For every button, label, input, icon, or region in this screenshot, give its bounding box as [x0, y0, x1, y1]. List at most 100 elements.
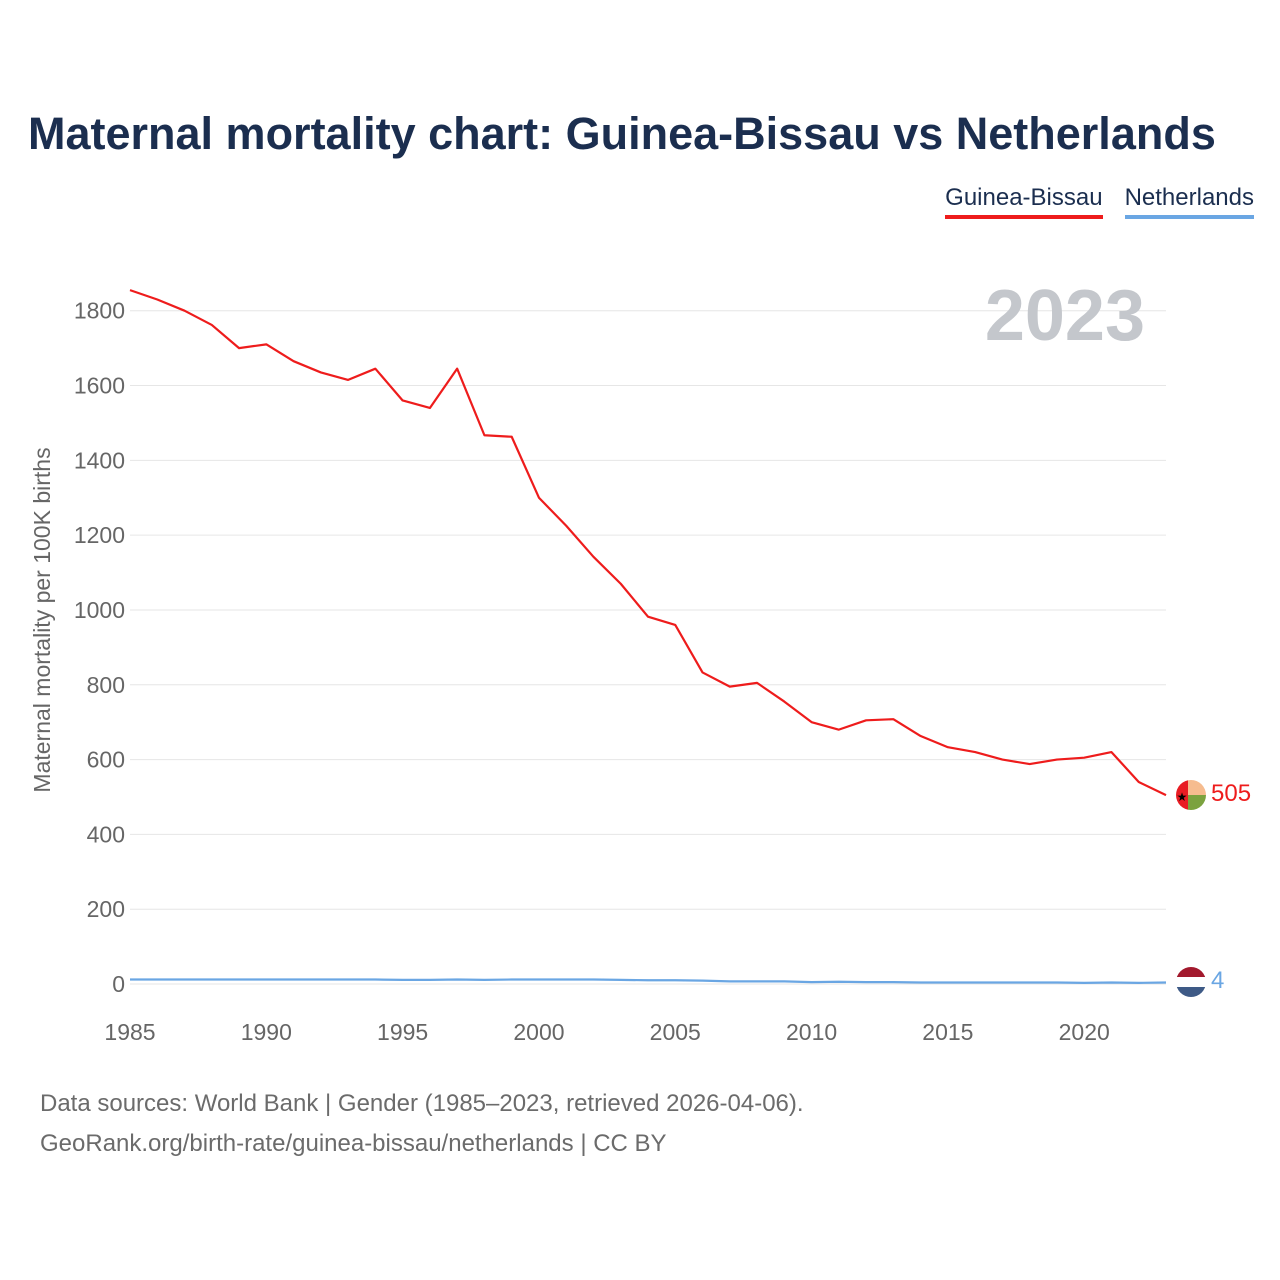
- series-line-guinea-bissau[interactable]: [129, 289, 1167, 797]
- data-point: [483, 434, 485, 436]
- data-point: [401, 979, 403, 981]
- data-point: [538, 978, 540, 980]
- data-point: [838, 981, 840, 983]
- source-url-text: GeoRank.org/birth-rate/guinea-bissau/net…: [40, 1130, 667, 1157]
- data-point: [401, 399, 403, 401]
- data-point: [729, 685, 731, 687]
- data-point: [183, 310, 185, 312]
- data-point: [674, 979, 676, 981]
- y-tick-label: 1400: [74, 447, 125, 473]
- data-point: [947, 746, 949, 748]
- y-tick-label: 200: [87, 896, 125, 922]
- data-point: [565, 525, 567, 527]
- line-chart: 2023 Maternal mortality per 100K births …: [29, 276, 1251, 1045]
- data-point: [1083, 756, 1085, 758]
- data-point: [211, 324, 213, 326]
- data-point: [620, 583, 622, 585]
- data-point: [156, 978, 158, 980]
- x-tick-label: 1995: [377, 1019, 428, 1045]
- data-point: [974, 751, 976, 753]
- data-point: [510, 978, 512, 980]
- data-point: [919, 981, 921, 983]
- data-point: [865, 719, 867, 721]
- data-sources-text: Data sources: World Bank | Gender (1985–…: [40, 1090, 804, 1117]
- chart-title: Maternal mortality chart: Guinea-Bissau …: [28, 108, 1216, 159]
- data-point: [729, 980, 731, 982]
- data-point: [1001, 758, 1003, 760]
- x-tick-label: 2015: [922, 1019, 973, 1045]
- y-tick-label: 800: [87, 672, 125, 698]
- data-point: [592, 556, 594, 558]
- y-tick-label: 1600: [74, 373, 125, 399]
- data-point: [265, 978, 267, 980]
- data-point: [1110, 751, 1112, 753]
- data-point: [238, 978, 240, 980]
- data-point: [647, 979, 649, 981]
- data-point: [456, 367, 458, 369]
- data-point: [1110, 981, 1112, 983]
- data-point: [320, 371, 322, 373]
- x-tick-label: 2005: [650, 1019, 701, 1045]
- data-point: [292, 360, 294, 362]
- data-point: [429, 407, 431, 409]
- data-point: [756, 682, 758, 684]
- svg-text:★: ★: [1177, 790, 1188, 804]
- data-point: [347, 379, 349, 381]
- data-point: [647, 615, 649, 617]
- x-tick-label: 1990: [241, 1019, 292, 1045]
- data-point: [892, 981, 894, 983]
- data-point: [1001, 981, 1003, 983]
- data-point: [129, 289, 131, 291]
- data-point: [974, 981, 976, 983]
- data-point: [1056, 758, 1058, 760]
- data-point: [620, 979, 622, 981]
- data-point: [238, 347, 240, 349]
- data-point: [374, 978, 376, 980]
- data-point: [211, 978, 213, 980]
- data-point: [810, 721, 812, 723]
- data-point: [538, 497, 540, 499]
- data-point: [1028, 763, 1030, 765]
- x-tick-label: 2020: [1059, 1019, 1110, 1045]
- x-tick-label: 2010: [786, 1019, 837, 1045]
- data-point: [701, 979, 703, 981]
- data-point: [783, 700, 785, 702]
- series-line-netherlands[interactable]: [130, 978, 1167, 984]
- guinea-bissau-end-label: 505: [1211, 780, 1251, 807]
- legend: Guinea-Bissau Netherlands: [945, 183, 1254, 219]
- data-point: [783, 980, 785, 982]
- x-tick-label: 2000: [513, 1019, 564, 1045]
- legend-item-guinea-bissau[interactable]: Guinea-Bissau: [945, 183, 1103, 219]
- y-axis-title: Maternal mortality per 100K births: [29, 447, 55, 792]
- guinea-bissau-flag-icon: ★: [1176, 780, 1206, 810]
- data-point: [374, 367, 376, 369]
- data-point: [1138, 982, 1140, 984]
- data-point: [265, 343, 267, 345]
- data-point: [810, 981, 812, 983]
- data-point: [947, 981, 949, 983]
- data-point: [1165, 794, 1167, 796]
- data-point: [292, 978, 294, 980]
- data-point: [1083, 982, 1085, 984]
- data-point: [429, 979, 431, 981]
- data-point: [865, 981, 867, 983]
- y-tick-label: 1000: [74, 597, 125, 623]
- data-point: [456, 978, 458, 980]
- legend-item-netherlands[interactable]: Netherlands: [1124, 183, 1254, 219]
- data-point: [1028, 981, 1030, 983]
- data-point: [320, 978, 322, 980]
- data-point: [674, 624, 676, 626]
- data-point: [1138, 781, 1140, 783]
- data-point: [565, 978, 567, 980]
- data-point: [156, 298, 158, 300]
- y-tick-label: 0: [112, 971, 125, 997]
- x-tick-label: 1985: [104, 1019, 155, 1045]
- data-point: [592, 978, 594, 980]
- data-point: [838, 728, 840, 730]
- footer: Data sources: World Bank | Gender (1985–…: [40, 1084, 804, 1164]
- year-watermark: 2023: [985, 276, 1145, 356]
- y-tick-label: 1800: [74, 298, 125, 324]
- netherlands-flag-icon: [1176, 967, 1206, 997]
- data-point: [483, 979, 485, 981]
- netherlands-end-label: 4: [1211, 967, 1224, 994]
